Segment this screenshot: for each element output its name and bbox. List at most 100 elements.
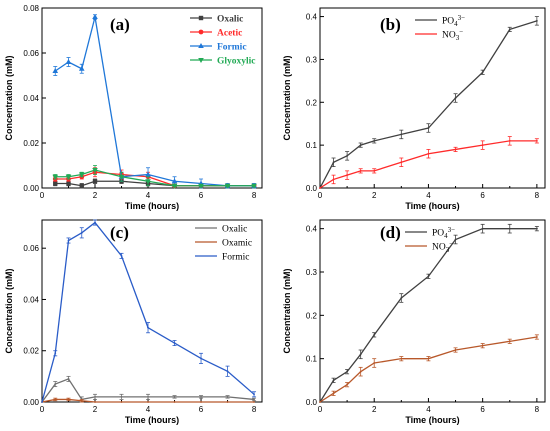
x-tick-label: 8 (252, 191, 257, 200)
panel-c: 0 2 4 6 8 0.00 0.02 0.04 0.06 Time (hours) Concent… (4, 219, 263, 425)
legend-entry: PO43− (405, 226, 455, 240)
legend-label-sup: − (449, 240, 453, 248)
data-point (346, 370, 349, 373)
y-tick-label: 0.2 (306, 98, 318, 107)
data-point (92, 179, 98, 184)
series-2 (41, 219, 257, 403)
x-tick-label: 0 (40, 191, 45, 200)
data-point (535, 227, 538, 230)
data-point (52, 174, 59, 180)
plot-frame (319, 219, 546, 403)
data-point (171, 183, 178, 189)
data-point (224, 183, 231, 189)
y-axis-label: Concentration (mM) (4, 56, 14, 141)
data-point (359, 169, 362, 172)
data-point (78, 172, 85, 178)
legend-marker (198, 15, 204, 21)
data-point (173, 395, 176, 398)
x-axis-label: Time (hours) (125, 415, 179, 425)
data-point (454, 148, 457, 151)
data-point (359, 144, 362, 147)
legend-label-sub: 3 (456, 34, 460, 42)
data-point (94, 401, 96, 403)
data-point (171, 178, 178, 184)
data-point (198, 183, 204, 189)
y-tick-label: 0.08 (23, 4, 39, 13)
data-point (52, 68, 59, 73)
data-point (400, 133, 403, 136)
data-point (508, 28, 511, 31)
y-tick-label: 0.04 (23, 94, 39, 103)
x-tick-label: 6 (480, 405, 485, 414)
legend-label: Formic (222, 253, 249, 263)
data-point (481, 344, 484, 347)
x-tick-label: 4 (146, 405, 151, 414)
data-point (79, 183, 84, 188)
x-tick-label: 6 (199, 405, 204, 414)
legend-label-main: NO (432, 243, 446, 253)
data-point (251, 183, 257, 189)
data-point (481, 227, 484, 230)
legend-entry: NO3− (415, 28, 463, 42)
data-point (65, 59, 72, 64)
x-tick-label: 0 (318, 405, 323, 414)
legend-label-sub: 4 (444, 232, 448, 240)
data-point (508, 340, 511, 343)
data-point (373, 362, 376, 364)
legend-entry: Formic (195, 253, 249, 263)
data-point (373, 169, 376, 172)
x-axis-label: Time (hours) (125, 201, 179, 211)
legend-label-main: PO (432, 229, 444, 239)
data-point (508, 139, 511, 142)
y-tick-label: 0.4 (306, 225, 318, 234)
data-point (92, 168, 98, 173)
data-point (427, 357, 430, 360)
legend-label-sub: 4 (454, 20, 458, 28)
data-point (120, 395, 123, 398)
data-point (346, 174, 349, 177)
data-point (400, 161, 403, 164)
y-tick-label: 0.00 (23, 398, 39, 407)
legend-marker (198, 43, 204, 48)
data-point (535, 139, 538, 142)
data-point (120, 254, 123, 257)
data-point (373, 333, 376, 336)
data-point (147, 395, 149, 398)
data-point (94, 395, 96, 398)
legend-label-main: PO (442, 17, 454, 27)
legend-label: Formic (217, 43, 247, 53)
y-tick-label: 0.3 (306, 55, 318, 64)
data-point (535, 19, 538, 22)
data-point (226, 401, 229, 403)
legend-label: Glyoxylic (217, 57, 256, 67)
legend-entry: Acetic (190, 29, 242, 39)
data-point (54, 383, 57, 385)
legend-entry: NO3− (405, 240, 453, 254)
data-point (54, 352, 57, 355)
series-1 (319, 334, 539, 403)
data-point (427, 127, 430, 129)
x-tick-label: 2 (372, 405, 377, 414)
data-point (400, 297, 403, 299)
series-line (319, 336, 537, 403)
data-point (80, 399, 83, 402)
panel-label: (d) (380, 223, 401, 242)
data-point (427, 275, 430, 278)
series-line (319, 228, 537, 403)
y-tick-label: 0.06 (23, 49, 39, 58)
series-2 (52, 14, 257, 189)
series-line (55, 169, 255, 187)
data-point (200, 357, 202, 360)
legend-entry: Glyoxylic (190, 57, 256, 67)
x-axis-label: Time (hours) (405, 201, 459, 211)
legend-label-sup: − (459, 28, 463, 36)
legend-marker (198, 29, 204, 35)
y-axis-label: Concentration (mM) (282, 269, 292, 354)
series-0 (319, 223, 539, 403)
panel-d: 0 2 4 6 8 0.0 0.1 0.2 0.3 0.4 Time (hours) Concentr… (282, 219, 546, 425)
y-tick-label: 0.2 (306, 311, 318, 320)
data-point (145, 179, 151, 185)
data-point (92, 14, 98, 19)
legend-marker (198, 58, 204, 63)
x-tick-label: 0 (40, 405, 45, 414)
